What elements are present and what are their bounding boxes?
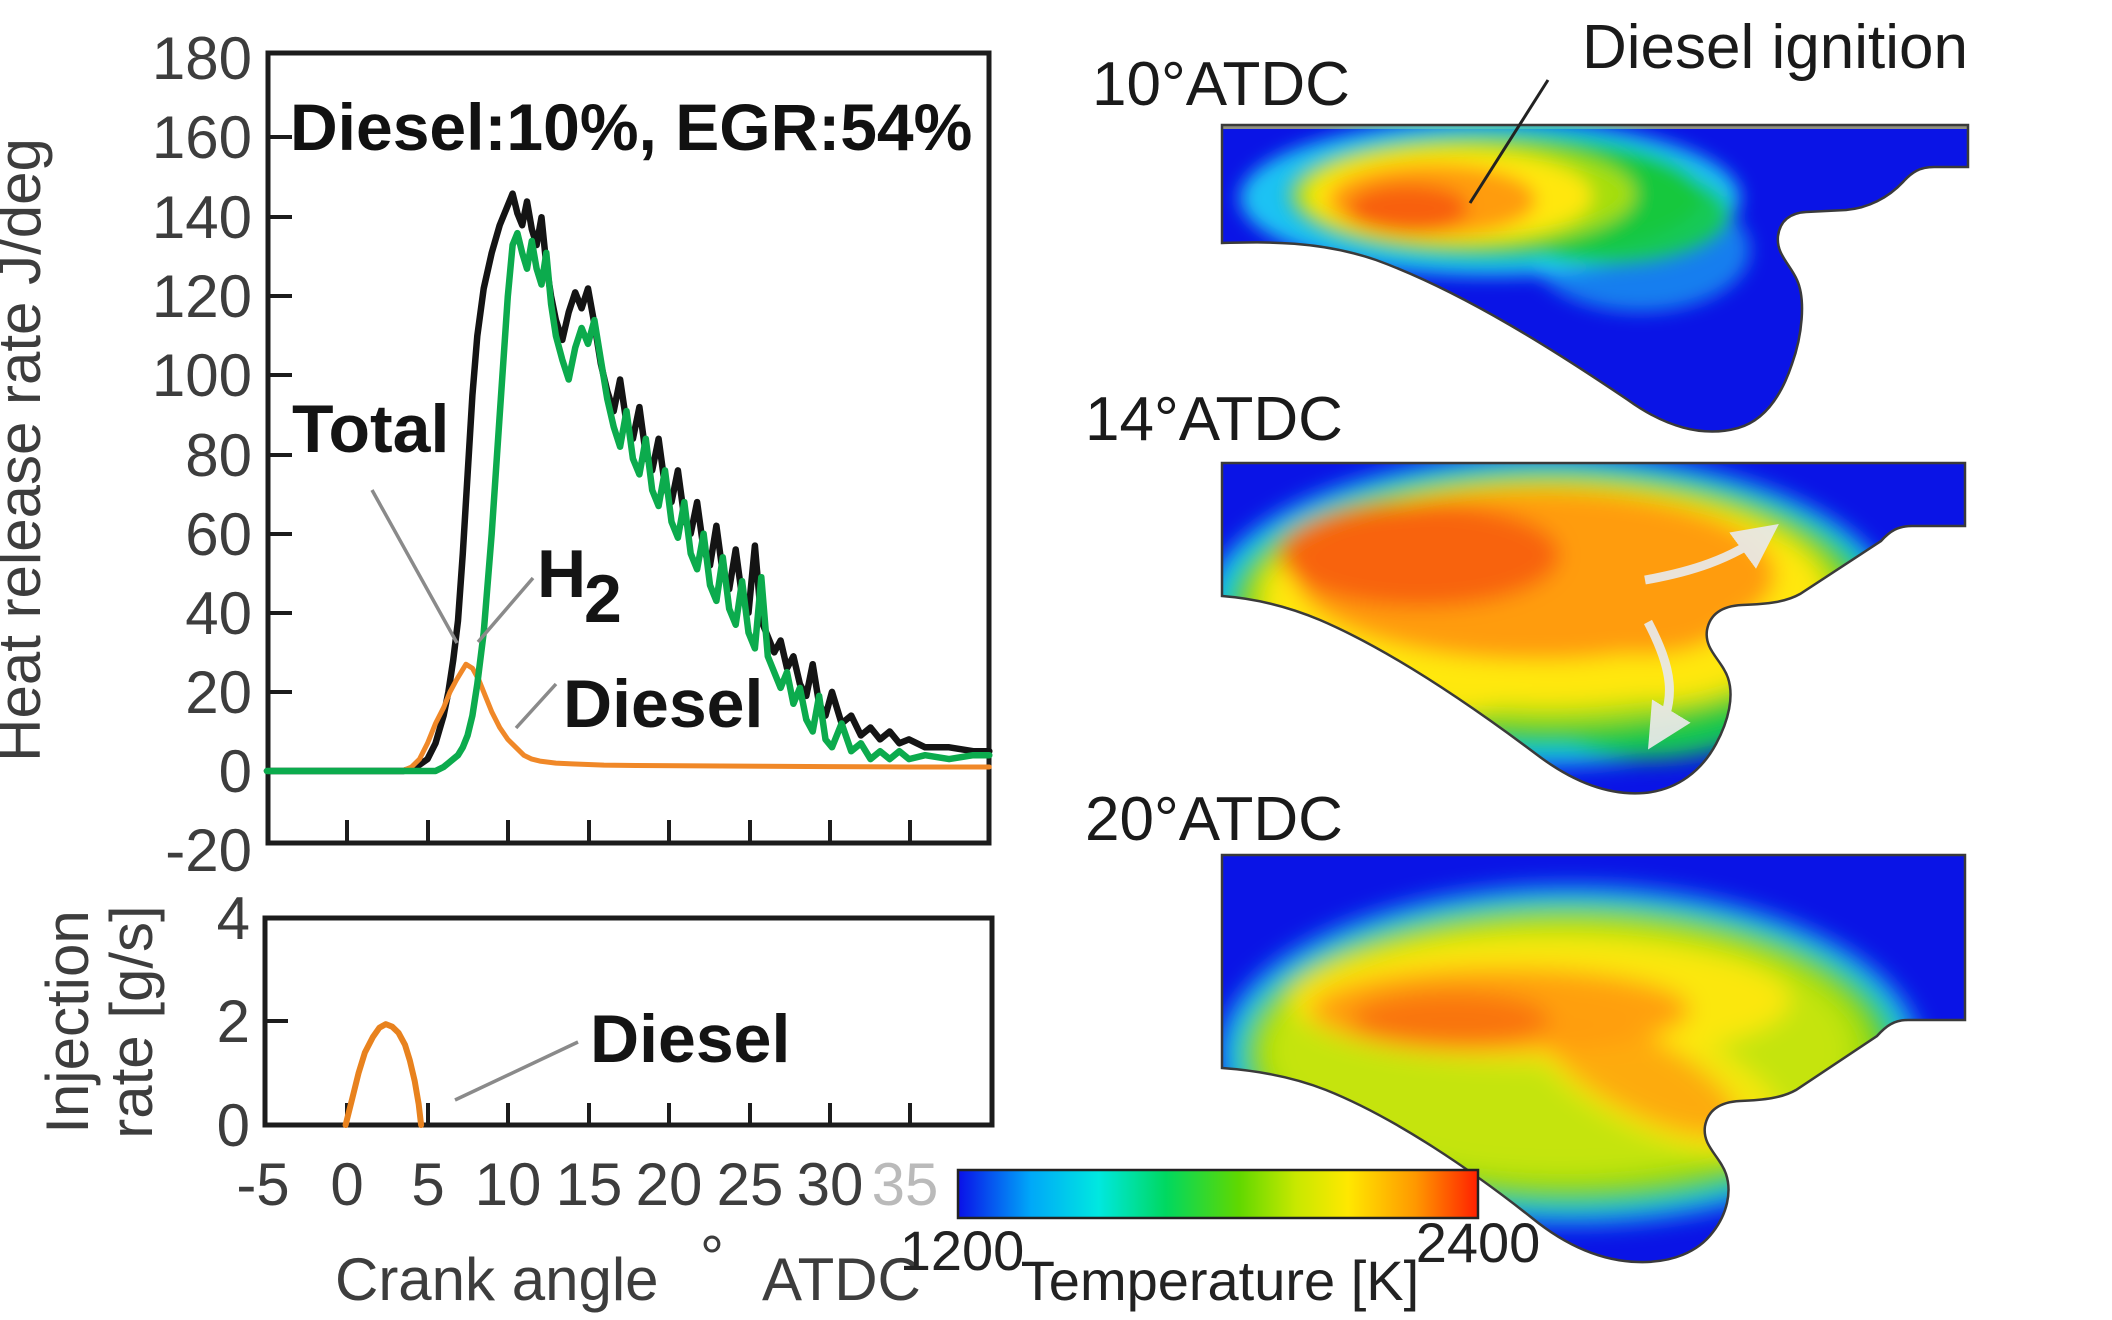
h2-leader-line <box>476 576 535 644</box>
ytick-120: 120 <box>152 263 252 330</box>
diesel-injection-leader-line <box>454 1040 579 1102</box>
wall-layer-line <box>1222 125 1968 129</box>
h2-series-label: H <box>537 536 586 612</box>
h2-series-label-subscript: 2 <box>584 561 622 637</box>
diesel-hrr-leader-line <box>514 682 558 730</box>
ytick-80: 80 <box>185 422 252 489</box>
flow-arrow-down <box>1644 619 1691 750</box>
injection-series-group <box>342 1021 425 1128</box>
series-line-diesel <box>264 661 992 774</box>
contour-label-20atdc: 20°ATDC <box>1085 785 1343 854</box>
hrr-y-labels: 180 160 140 120 100 80 60 40 20 0 -20 <box>152 25 252 884</box>
xtick-35-faint: 35 <box>872 1151 939 1218</box>
ytick-140: 140 <box>152 184 252 251</box>
ytick-100: 100 <box>152 342 252 409</box>
ytick-neg20: -20 <box>165 817 252 884</box>
diesel-injection-series-label: Diesel <box>590 1001 790 1077</box>
hrr-chart: 180 160 140 120 100 80 60 40 20 0 -20 He… <box>0 25 993 884</box>
injection-y-axis-title-line1: Injection <box>34 910 101 1133</box>
ignition-pointer-line <box>1468 79 1550 204</box>
injection-y-labels: 4 2 0 <box>217 885 250 1159</box>
x-axis-labels: -5 0 5 10 15 20 25 30 35 <box>236 1151 938 1218</box>
xtick-10: 10 <box>475 1151 542 1218</box>
xtick-5: 5 <box>411 1151 444 1218</box>
hrr-x-ticks <box>345 820 912 843</box>
x-axis-degree-symbol: ° <box>700 1224 724 1291</box>
injection-y-axis-title-line2: rate [g/s] <box>98 905 165 1138</box>
ytick-180: 180 <box>152 25 252 92</box>
hrr-y-ticks <box>268 135 292 694</box>
contour-label-10atdc: 10°ATDC <box>1092 50 1350 119</box>
condition-annotation: Diesel:10%, EGR:54% <box>290 90 972 164</box>
flow-arrows <box>1644 523 1779 750</box>
colorbar-max-label: 2400 <box>1416 1211 1541 1274</box>
ytick-0: 0 <box>219 738 252 805</box>
chamber-outline-10atdc <box>1220 123 1970 433</box>
series-line-h2 <box>263 229 993 775</box>
contour-label-14atdc: 14°ATDC <box>1085 385 1343 454</box>
inj-ytick-0: 0 <box>217 1092 250 1159</box>
ytick-160: 160 <box>152 104 252 171</box>
x-axis-title-suffix: ATDC <box>762 1246 921 1313</box>
ignition-annotation: Diesel ignition <box>1582 13 1968 82</box>
ytick-40: 40 <box>185 580 252 647</box>
hrr-series-group <box>263 190 993 775</box>
inj-ytick-4: 4 <box>217 885 250 952</box>
hrr-plot-frame <box>265 50 992 846</box>
contour-panel-14atdc: 14°ATDC <box>1085 385 1967 795</box>
hrr-y-axis-title: Heat release rate J/deg <box>0 138 53 762</box>
chamber-outline-20atdc <box>1220 853 1967 1264</box>
xtick-25: 25 <box>717 1151 784 1218</box>
xtick-neg5: -5 <box>236 1151 289 1218</box>
colorbar-title: Temperature [K] <box>1021 1249 1419 1312</box>
total-series-label: Total <box>292 391 449 467</box>
diesel-hrr-series-label: Diesel <box>563 666 763 742</box>
injection-chart: 4 2 0 Injection rate [g/s] Diesel <box>34 885 995 1159</box>
xtick-20: 20 <box>636 1151 703 1218</box>
inj-ytick-2: 2 <box>217 988 250 1055</box>
injection-x-ticks <box>345 1103 912 1125</box>
xtick-15: 15 <box>556 1151 623 1218</box>
ytick-20: 20 <box>185 659 252 726</box>
x-axis-title-text: Crank angle <box>335 1246 659 1313</box>
temperature-colorbar: 1200 Temperature [K] 2400 <box>900 1168 1541 1312</box>
xtick-30: 30 <box>797 1151 864 1218</box>
total-leader-line <box>370 489 459 644</box>
series-line-diesel <box>342 1021 425 1128</box>
colorbar-gradient <box>956 1168 1480 1220</box>
contour-field-14atdc <box>1222 463 1965 794</box>
xtick-0: 0 <box>330 1151 363 1218</box>
x-axis-title: Crank angle ° ATDC <box>335 1224 921 1313</box>
ytick-60: 60 <box>185 501 252 568</box>
colorbar-min-label: 1200 <box>900 1219 1025 1282</box>
flow-arrow-up-right <box>1644 523 1779 585</box>
chamber-outline-14atdc <box>1220 461 1967 795</box>
